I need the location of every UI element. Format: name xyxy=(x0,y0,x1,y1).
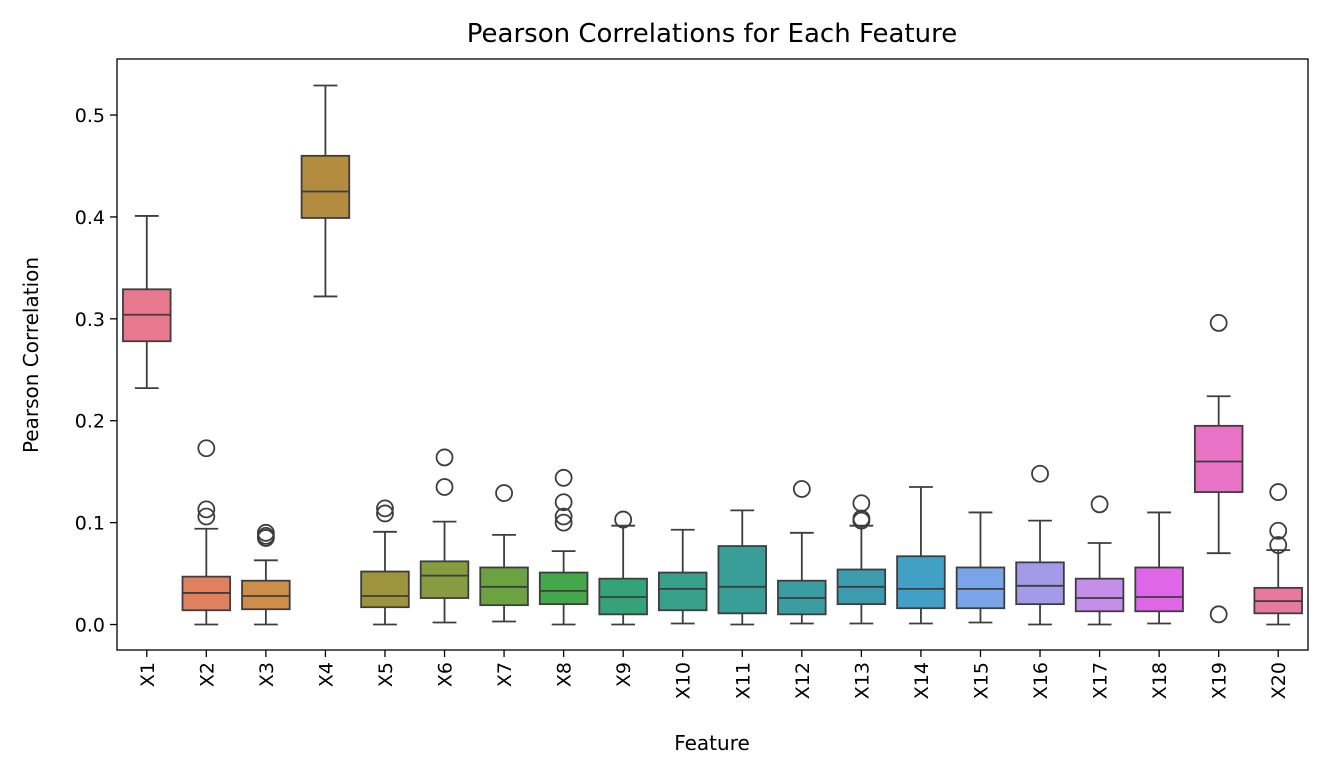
outlier-point xyxy=(197,439,216,458)
outlier-point xyxy=(495,484,513,502)
box-X8 xyxy=(538,468,589,626)
outlier-point xyxy=(197,507,216,526)
x-tick-label: X11 xyxy=(732,662,754,699)
box-X5 xyxy=(360,499,410,626)
box-X14 xyxy=(896,486,946,625)
box-X12 xyxy=(777,480,827,625)
iqr-box xyxy=(1074,577,1125,613)
outlier-point xyxy=(197,500,216,519)
outlier-point xyxy=(1209,314,1228,332)
plot-area xyxy=(122,84,1303,626)
x-tick-label: X19 xyxy=(1209,662,1231,699)
y-tick-label: 0.2 xyxy=(75,411,105,433)
x-tick-label: X20 xyxy=(1268,662,1290,699)
outlier-point xyxy=(1269,483,1288,501)
outlier-point xyxy=(852,494,871,513)
x-tick-label: X16 xyxy=(1030,662,1052,699)
iqr-box xyxy=(658,571,708,612)
x-tick-label: X10 xyxy=(673,662,695,699)
outlier-point xyxy=(1090,495,1109,514)
iqr-box xyxy=(360,570,410,609)
x-tick-label: X18 xyxy=(1149,662,1171,699)
outlier-point xyxy=(1031,464,1049,483)
box-X20 xyxy=(1253,483,1303,626)
x-tick-label: X1 xyxy=(137,662,159,687)
x-tick-label: X9 xyxy=(613,662,635,687)
iqr-box xyxy=(717,545,767,615)
box-X17 xyxy=(1074,495,1125,626)
outlier-point xyxy=(1269,521,1288,540)
x-tick-label: X2 xyxy=(196,662,218,687)
box-X3 xyxy=(241,523,291,626)
outlier-point xyxy=(1209,605,1228,624)
iqr-box xyxy=(896,555,946,610)
box-X9 xyxy=(598,510,648,626)
y-tick-label: 0.5 xyxy=(75,105,105,127)
box-X18 xyxy=(1134,511,1184,625)
y-tick-label: 0.1 xyxy=(75,513,105,535)
x-tick-label: X6 xyxy=(435,662,457,687)
outlier-point xyxy=(554,513,573,532)
outlier-point xyxy=(376,499,394,518)
box-X1 xyxy=(122,215,172,390)
box-X7 xyxy=(479,484,529,623)
iqr-box xyxy=(1015,561,1065,606)
iqr-box xyxy=(300,154,351,219)
box-X11 xyxy=(717,509,767,626)
x-tick-label: X15 xyxy=(970,662,992,699)
y-tick-label: 0.3 xyxy=(75,309,105,331)
iqr-box xyxy=(1134,566,1184,613)
y-axis-label: Pearson Correlation xyxy=(19,257,43,453)
plot-frame xyxy=(116,58,1309,651)
x-tick-label: X4 xyxy=(315,662,337,687)
iqr-box xyxy=(538,571,589,606)
y-tick-label: 0.0 xyxy=(75,615,105,637)
box-X10 xyxy=(658,528,708,625)
y-axis: 0.0 0.1 0.2 0.3 0.4 0.5 xyxy=(75,105,117,637)
outlier-point xyxy=(435,448,454,467)
x-tick-label: X8 xyxy=(554,662,576,687)
x-axis: X1 X2 X3 X4 X5 X6 X7 X8 X9 X10 X11 X12 X13 X14 X15 X16 X… xyxy=(137,650,1290,699)
iqr-box xyxy=(955,566,1006,610)
x-tick-label: X12 xyxy=(792,662,814,699)
box-X6 xyxy=(419,448,470,624)
x-tick-label: X17 xyxy=(1090,662,1112,699)
outlier-point xyxy=(435,478,454,496)
x-tick-label: X14 xyxy=(911,662,933,699)
iqr-box xyxy=(241,579,291,611)
iqr-box xyxy=(419,560,470,599)
outlier-point xyxy=(792,480,811,498)
outlier-point xyxy=(554,493,573,512)
box-X2 xyxy=(181,439,232,626)
box-X15 xyxy=(955,511,1006,624)
box-X16 xyxy=(1015,464,1065,626)
outlier-point xyxy=(1269,536,1288,554)
x-tick-label: X5 xyxy=(375,662,397,687)
y-tick-label: 0.4 xyxy=(75,207,105,229)
x-tick-label: X7 xyxy=(494,662,516,687)
chart-title: Pearson Correlations for Each Feature xyxy=(467,19,957,49)
box-X4 xyxy=(300,84,351,298)
outlier-point xyxy=(554,507,573,526)
iqr-box xyxy=(1193,424,1244,493)
outlier-point xyxy=(554,468,573,487)
x-tick-label: X13 xyxy=(851,662,873,699)
box-X19 xyxy=(1193,314,1244,624)
x-tick-label: X3 xyxy=(256,662,278,687)
outlier-point xyxy=(614,510,633,529)
outlier-point xyxy=(256,523,275,542)
box-X13 xyxy=(836,494,887,625)
x-axis-label: Feature xyxy=(674,731,750,755)
outlier-point xyxy=(376,504,394,523)
